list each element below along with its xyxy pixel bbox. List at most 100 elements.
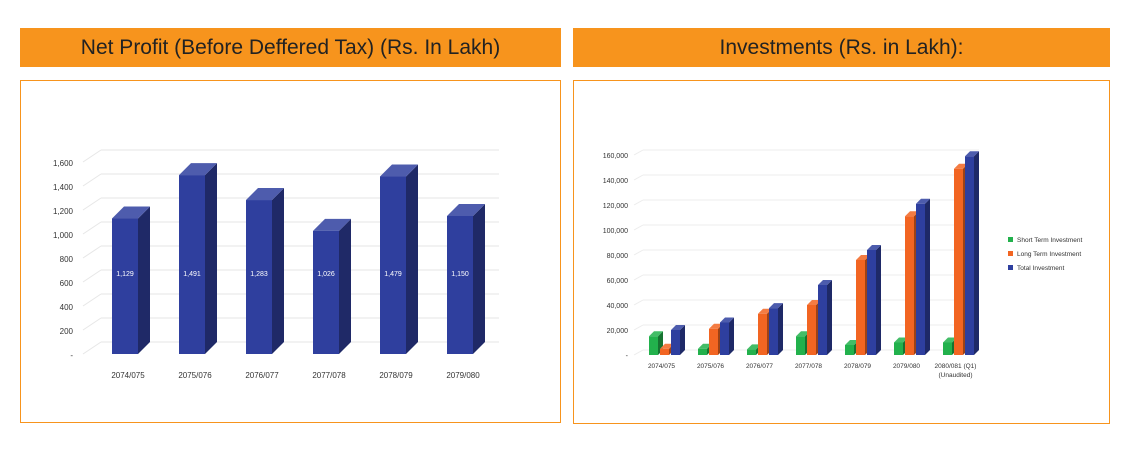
investment-bar-top [758,308,772,314]
net-profit-chart: - 200 400 600 800 1,000 1,200 1,400 1,600 1,129 20… [53,149,499,380]
investment-bar-top [867,245,881,250]
profit-bar-top [179,163,217,176]
profit-bar-side [138,206,150,354]
investment-bar-front [758,313,767,355]
x-tick-label: 2077/078 [312,371,346,380]
investment-bar [916,198,930,355]
investment-bar-top [720,317,734,323]
investment-bar-side [925,198,930,355]
profit-bar [112,206,150,354]
investment-bar-front [954,168,963,355]
investment-bar-side [974,151,979,355]
profit-bar [447,204,485,354]
investment-bar-top [954,163,968,169]
gridline-diag [633,299,644,306]
x-tick-label: 2078/079 [844,363,871,370]
y-tick-label: 160,000 [603,153,628,160]
investments-title: Investments (Rs. in Lakh): [719,35,964,59]
bar-value-label: 1,150 [451,271,469,278]
gridline-diag [633,224,644,231]
investment-bar-front [916,203,925,355]
investment-bar-top [747,344,761,350]
gridline-diag [82,341,102,355]
investment-bar-front [660,348,669,355]
investment-bar-front [943,342,952,355]
x-tick-label: 2074/075 [648,363,675,370]
profit-bar [179,163,217,354]
investment-bar-front [649,336,658,355]
y-tick-label: - [70,351,73,360]
profit-bar [246,188,284,354]
investment-bar-top [796,331,810,337]
gridline-diag [633,274,644,281]
investment-bar-top [769,303,783,309]
investment-bar [671,325,685,355]
investment-bar-top [894,337,908,343]
profit-bar-top [313,218,351,231]
gridline-diag [82,149,102,163]
y-tick-label: 80,000 [607,253,629,260]
y-tick-label: 1,200 [53,207,74,216]
investment-bar-front [807,305,816,355]
investment-bar-side [778,303,783,355]
x-tick-label: 2075/076 [178,371,212,380]
investment-bar-top [671,325,685,330]
legend-swatch [1008,251,1013,256]
gridline-diag [82,293,102,307]
profit-bar-top [380,164,418,177]
gridline-diag [82,197,102,211]
gridline-diag [633,349,644,356]
net-profit-header: Net Profit (Before Deffered Tax) (Rs. In… [20,28,561,67]
investment-bar-top [965,151,979,157]
bar-value-label: 1,283 [250,271,268,278]
investment-bar-top [916,198,930,204]
y-tick-label: 40,000 [607,303,629,310]
bar-value-label: 1,491 [183,271,201,278]
profit-bar-front [380,176,406,354]
profit-bar-front [246,200,272,354]
investment-bar-front [905,216,914,355]
x-tick-label: 2079/080 [893,363,920,370]
investment-bar-top [845,340,859,345]
investment-bar [720,317,734,355]
legend-swatch [1008,237,1013,242]
x-tick-label: 2076/077 [245,371,279,380]
investment-bar-side [827,280,832,355]
investment-bar-front [818,285,827,355]
gridline-diag [633,249,644,256]
net-profit-chart-box: - 200 400 600 800 1,000 1,200 1,400 1,600 1,129 20… [20,80,561,423]
chart-legend: Short Term Investment Long Term Investmen… [1008,237,1082,272]
profit-bar-side [205,163,217,354]
bar-value-label: 1,026 [317,271,335,278]
bar-value-label: 1,479 [384,271,402,278]
profit-bar-side [272,188,284,354]
x-tick-sublabel: (Unaudited) [939,372,973,379]
investment-bar [818,280,832,355]
profit-bar-front [447,216,473,354]
gridline-diag [82,317,102,331]
investment-bar [867,245,881,355]
investment-bar-front [894,342,903,355]
investment-bar-side [680,325,685,355]
y-tick-label: 800 [60,255,74,264]
y-tick-label: 400 [60,303,74,312]
legend-label: Total Investment [1017,265,1065,272]
investment-bar-top [709,323,723,329]
investment-bar [769,303,783,355]
investment-bar-front [698,348,707,355]
investment-bar [965,151,979,355]
bar-value-label: 1,129 [116,271,134,278]
x-tick-label: 2078/079 [379,371,413,380]
y-tick-label: 600 [60,279,74,288]
profit-bar-side [406,164,418,354]
profit-bar-top [246,188,284,201]
investment-bar-front [769,308,778,355]
x-tick-label: 2079/080 [446,371,480,380]
gridline-diag [82,245,102,259]
profit-bar [313,218,351,354]
gridline-diag [82,173,102,187]
profit-bar-front [313,230,339,354]
legend-label: Long Term Investment [1017,251,1081,258]
investments-chart: - 20,000 40,000 60,000 80,000 100,000 120,000 1… [603,149,1082,379]
gridline-diag [82,221,102,235]
